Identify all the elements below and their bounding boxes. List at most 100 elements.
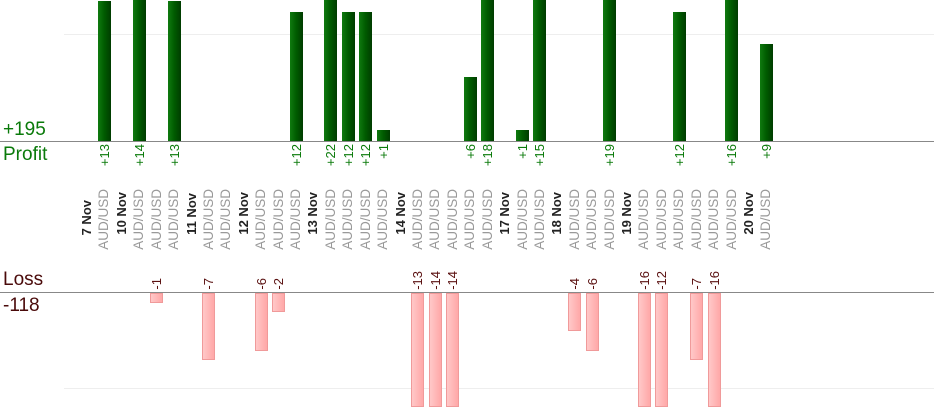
profit-value-label: +12 [671, 144, 687, 167]
loss-value-label: -7 [689, 278, 705, 290]
loss-bar [446, 293, 460, 407]
loss-bar [707, 293, 721, 407]
date-label: 14 Nov [392, 192, 408, 235]
profit-value-label: +6 [462, 144, 478, 159]
symbol-label: AUD/USD [601, 189, 617, 250]
profit-bar [603, 0, 617, 141]
profit-bar [725, 0, 739, 141]
profit-value-label: +13 [96, 144, 112, 167]
profit-bar [132, 0, 146, 141]
symbol-label: AUD/USD [688, 189, 704, 250]
date-label: 7 Nov [79, 199, 94, 235]
profit-total: +195 [3, 119, 46, 140]
symbol-label: AUD/USD [409, 189, 425, 250]
loss-value-label: -14 [445, 271, 461, 290]
profit-bar [324, 0, 338, 141]
profit-value-label: +12 [340, 144, 356, 167]
profit-bar [481, 0, 495, 141]
loss-value-label: -12 [654, 271, 670, 290]
loss-value-label: -1 [149, 278, 165, 290]
profit-value-label: +1 [515, 144, 530, 159]
profit-bar [341, 12, 355, 141]
symbol-label: AUD/USD [479, 189, 495, 250]
date-label: 12 Nov [235, 192, 251, 235]
loss-value-label: -2 [271, 278, 287, 290]
loss-bar [690, 293, 704, 361]
loss-value-label: -16 [706, 271, 722, 290]
profit-bar [289, 12, 303, 141]
profit-value-label: +12 [358, 144, 374, 167]
symbol-label: AUD/USD [218, 189, 234, 250]
date-label: 10 Nov [113, 192, 129, 235]
profit-bar [463, 76, 477, 141]
loss-bar [411, 293, 425, 407]
loss-bar [655, 293, 669, 407]
loss-bar [428, 293, 442, 407]
symbol-label: AUD/USD [288, 189, 304, 250]
date-label: 11 Nov [183, 193, 199, 235]
symbol-label: AUD/USD [375, 189, 391, 250]
date-label: 18 Nov [549, 192, 565, 235]
symbol-label: AUD/USD [340, 189, 356, 250]
profit-label: Profit [3, 144, 48, 165]
loss-bar [568, 293, 582, 332]
profit-value-label: +14 [131, 144, 147, 167]
profit-baseline [0, 141, 934, 142]
symbol-label: AUD/USD [322, 189, 338, 250]
loss-value-label: -13 [410, 271, 426, 290]
date-label: 19 Nov [619, 192, 635, 235]
symbol-label: AUD/USD [131, 189, 147, 250]
loss-total: -118 [3, 295, 40, 316]
loss-value-label: -6 [253, 278, 269, 290]
profit-value-label: +16 [724, 144, 740, 167]
symbol-label: AUD/USD [758, 189, 774, 250]
date-label: 20 Nov [740, 192, 756, 235]
loss-bar [585, 293, 599, 351]
profit-value-label: +22 [323, 144, 339, 167]
loss-label: Loss [3, 269, 44, 290]
loss-value-label: -7 [201, 278, 217, 290]
symbol-label: AUD/USD [462, 189, 478, 250]
date-label: 13 Nov [305, 192, 321, 235]
loss-bar [254, 293, 268, 351]
profit-bar [167, 1, 181, 141]
profit-bar [376, 130, 390, 141]
loss-value-label: -4 [567, 278, 583, 290]
loss-baseline [0, 292, 934, 293]
profit-bar [533, 0, 547, 141]
symbol-label: AUD/USD [723, 189, 739, 250]
loss-bar [202, 293, 216, 361]
symbol-label: AUD/USD [531, 189, 547, 250]
profit-gridline [64, 34, 934, 35]
symbol-label: AUD/USD [636, 189, 652, 250]
symbol-label: AUD/USD [427, 189, 443, 250]
loss-value-label: -6 [584, 278, 600, 290]
profit-value-label: +1 [375, 144, 391, 159]
symbol-label: AUD/USD [148, 189, 164, 250]
symbol-label: AUD/USD [671, 189, 687, 250]
profit-value-label: +12 [288, 144, 304, 167]
profit-bar [359, 12, 373, 141]
symbol-label: AUD/USD [444, 189, 460, 250]
symbol-label: AUD/USD [270, 189, 286, 250]
profit-bar [516, 130, 529, 141]
symbol-label: AUD/USD [514, 189, 530, 250]
symbol-label: AUD/USD [566, 189, 582, 250]
date-label: 17 Nov [497, 192, 513, 235]
loss-bar [637, 293, 651, 407]
profit-value-label: +13 [166, 144, 182, 167]
symbol-label: AUD/USD [653, 189, 669, 250]
symbol-label: AUD/USD [200, 189, 216, 250]
profit-bar [759, 44, 773, 141]
profit-value-label: +18 [480, 144, 496, 167]
profit-value-label: +15 [532, 144, 548, 167]
symbol-label: AUD/USD [96, 189, 112, 250]
symbol-label: AUD/USD [253, 189, 269, 250]
loss-bar [150, 293, 164, 303]
symbol-label: AUD/USD [706, 189, 722, 250]
profit-value-label: +19 [602, 144, 618, 167]
loss-value-label: -16 [636, 271, 652, 290]
loss-bar [272, 293, 286, 313]
profit-bar [672, 12, 686, 141]
